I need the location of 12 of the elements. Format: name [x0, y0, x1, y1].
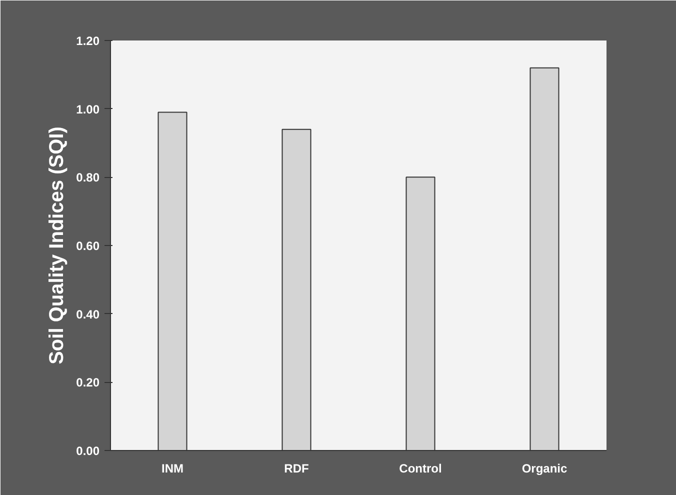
x-tick-label: Organic — [522, 462, 568, 476]
y-axis-title: Soil Quality Indices (SQI) — [46, 126, 68, 364]
x-tick-label: INM — [162, 462, 184, 476]
y-tick-label: 0.00 — [76, 444, 100, 458]
x-tick-label: Control — [399, 462, 442, 476]
y-tick-label: 0.60 — [76, 239, 100, 253]
y-tick-label: 1.00 — [76, 102, 100, 116]
y-tick-label: 1.20 — [76, 34, 100, 48]
y-tick-label: 0.40 — [76, 307, 100, 322]
y-tick-label: 0.20 — [76, 376, 100, 390]
y-tick-label: 0.80 — [76, 170, 100, 185]
x-tick-label: RDF — [284, 462, 309, 476]
